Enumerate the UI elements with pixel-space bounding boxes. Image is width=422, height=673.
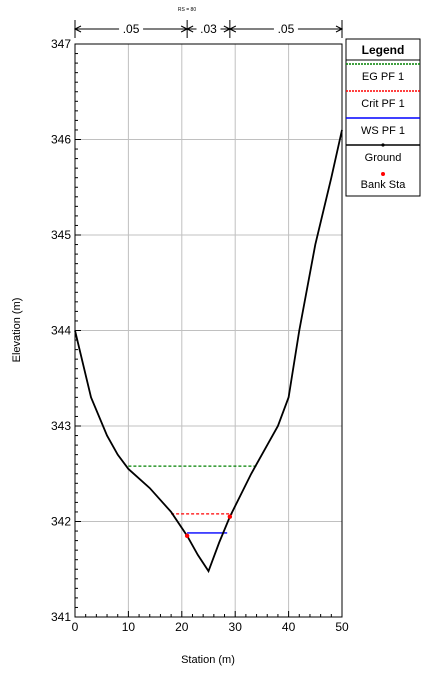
x-tick-label: 50	[335, 620, 349, 634]
legend-label-crit-pf-1: Crit PF 1	[361, 98, 404, 110]
y-tick-label: 341	[51, 610, 71, 624]
x-tick-label: 40	[282, 620, 296, 634]
x-tick-label: 0	[72, 620, 79, 634]
roughness-label-bg	[119, 22, 144, 36]
x-tick-labels: 0 10 20 30 40 50	[72, 620, 349, 634]
x-tick-label: 30	[229, 620, 243, 634]
legend-label-ws-pf-1: WS PF 1	[361, 125, 405, 137]
legend-label-eg-pf-1: EG PF 1	[362, 71, 404, 83]
y-tick-label: 345	[51, 228, 71, 242]
roughness-arrow-left	[73, 25, 82, 33]
x-tick-label: 10	[122, 620, 136, 634]
legend-items: EG PF 1 Crit PF 1 WS PF 1 Ground Bank Sta	[346, 63, 420, 191]
grid	[75, 44, 342, 617]
roughness-arrow-left	[186, 25, 194, 33]
roughness-arrow-right	[335, 25, 344, 33]
y-tick-label: 346	[51, 133, 71, 147]
y-tick-label: 343	[51, 419, 71, 433]
y-tick-label: 347	[51, 37, 71, 51]
roughness-label: .03	[200, 22, 217, 36]
bank-sta-marker	[184, 533, 190, 539]
y-tick-label: 342	[51, 515, 71, 529]
y-tick-labels: 341 342 343 344 345 346 347	[51, 37, 71, 624]
x-tick-label: 20	[175, 620, 189, 634]
legend-title: Legend	[362, 43, 405, 57]
y-axis-title: Elevation (m)	[11, 298, 23, 363]
legend-label-ground: Ground	[365, 152, 402, 164]
y-tick-label: 344	[51, 324, 71, 338]
section-label: RS = 80	[178, 7, 196, 13]
roughness-label-bg	[196, 22, 221, 36]
roughness-label: .05	[278, 22, 295, 36]
roughness-label: .05	[123, 22, 140, 36]
roughness-label-bg	[273, 22, 298, 36]
x-axis-title: Station (m)	[181, 654, 235, 666]
roughness-arrow-left	[228, 25, 237, 33]
series-group	[74, 129, 343, 574]
legend-ground-dot	[381, 143, 385, 147]
legend-symbol-bank-sta	[381, 172, 385, 176]
roughness-header: .05 .03 .05	[73, 20, 344, 38]
legend: Legend EG PF 1 Crit PF 1 WS PF 1 Ground Bank…	[345, 38, 421, 197]
ground-line	[74, 129, 343, 574]
bank-sta-marker	[227, 514, 233, 519]
legend-label-bank-sta: Bank Sta	[361, 179, 407, 191]
